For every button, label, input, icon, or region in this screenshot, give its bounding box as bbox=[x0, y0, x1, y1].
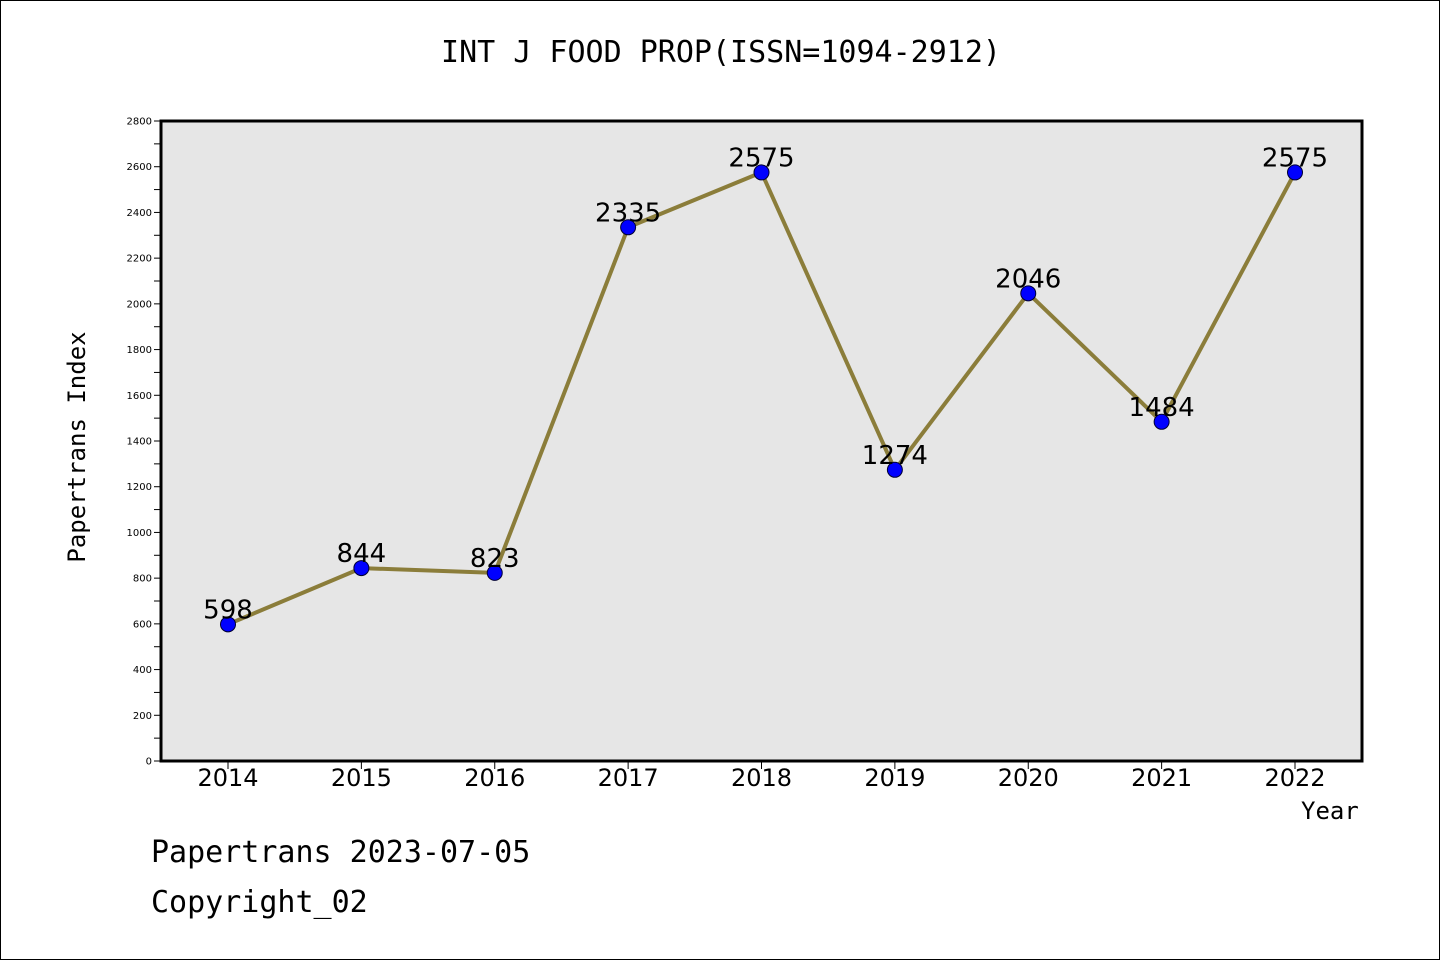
y-tick-label: 0 bbox=[146, 757, 152, 768]
y-tick-label: 2600 bbox=[127, 162, 152, 173]
data-label: 1274 bbox=[862, 441, 928, 471]
series-layer: 598 844 823 2335 2575 1274 2046 1484 2575 bbox=[203, 143, 1328, 633]
footer-source: Papertrans 2023-07-05 bbox=[151, 835, 531, 870]
x-tick-label: 2020 bbox=[998, 764, 1059, 792]
data-label: 598 bbox=[203, 595, 253, 625]
y-tick-label: 1800 bbox=[127, 345, 152, 356]
data-point bbox=[753, 164, 770, 181]
plot-area bbox=[161, 121, 1362, 761]
y-tick-label: 2200 bbox=[127, 254, 152, 265]
x-tick-label: 2022 bbox=[1264, 764, 1325, 792]
data-label: 2335 bbox=[595, 198, 661, 228]
plot-frame bbox=[159, 119, 1364, 763]
data-label: 844 bbox=[337, 539, 387, 569]
y-tick-label: 1000 bbox=[127, 528, 152, 539]
x-tick-label: 2017 bbox=[598, 764, 659, 792]
data-point bbox=[1153, 413, 1170, 430]
y-tick-label: 1600 bbox=[127, 391, 152, 402]
x-axis: 2014 2015 2016 2017 2018 2019 2020 2021 2022 bbox=[197, 761, 1326, 792]
y-tick-label: 1200 bbox=[127, 482, 152, 493]
y-tick-label: 1400 bbox=[127, 437, 152, 448]
y-tick-label: 800 bbox=[133, 574, 152, 585]
y-tick-label: 600 bbox=[133, 619, 152, 630]
y-tick-label: 200 bbox=[133, 711, 152, 722]
data-point bbox=[620, 219, 637, 236]
x-tick-label: 2015 bbox=[331, 764, 392, 792]
data-label: 2575 bbox=[1262, 143, 1328, 173]
data-point bbox=[1287, 164, 1303, 181]
x-axis-label: Year bbox=[1301, 797, 1359, 825]
data-label: 1484 bbox=[1129, 393, 1195, 423]
x-tick-label: 2014 bbox=[197, 764, 258, 792]
data-point bbox=[220, 616, 236, 633]
y-tick-label: 2400 bbox=[127, 208, 152, 219]
x-tick-label: 2019 bbox=[864, 764, 925, 792]
y-tick-label: 2000 bbox=[127, 299, 152, 310]
data-point bbox=[486, 564, 503, 581]
data-label: 823 bbox=[470, 544, 520, 574]
data-point bbox=[1020, 285, 1037, 302]
x-tick-label: 2018 bbox=[731, 764, 792, 792]
footer-copyright: Copyright_02 bbox=[151, 885, 368, 920]
y-tick-label: 2800 bbox=[127, 117, 152, 128]
data-label: 2575 bbox=[728, 143, 794, 173]
data-point bbox=[886, 461, 903, 478]
x-tick-label: 2021 bbox=[1131, 764, 1192, 792]
data-point bbox=[353, 560, 370, 577]
chart-title: INT J FOOD PROP(ISSN=1094-2912) bbox=[441, 35, 1001, 70]
y-tick-label: 400 bbox=[133, 665, 152, 676]
y-axis: 0 200 400 600 800 1000 1200 1400 1600 1800 2000 220… bbox=[127, 117, 161, 768]
x-tick-label: 2016 bbox=[464, 764, 525, 792]
data-label: 2046 bbox=[995, 264, 1061, 294]
